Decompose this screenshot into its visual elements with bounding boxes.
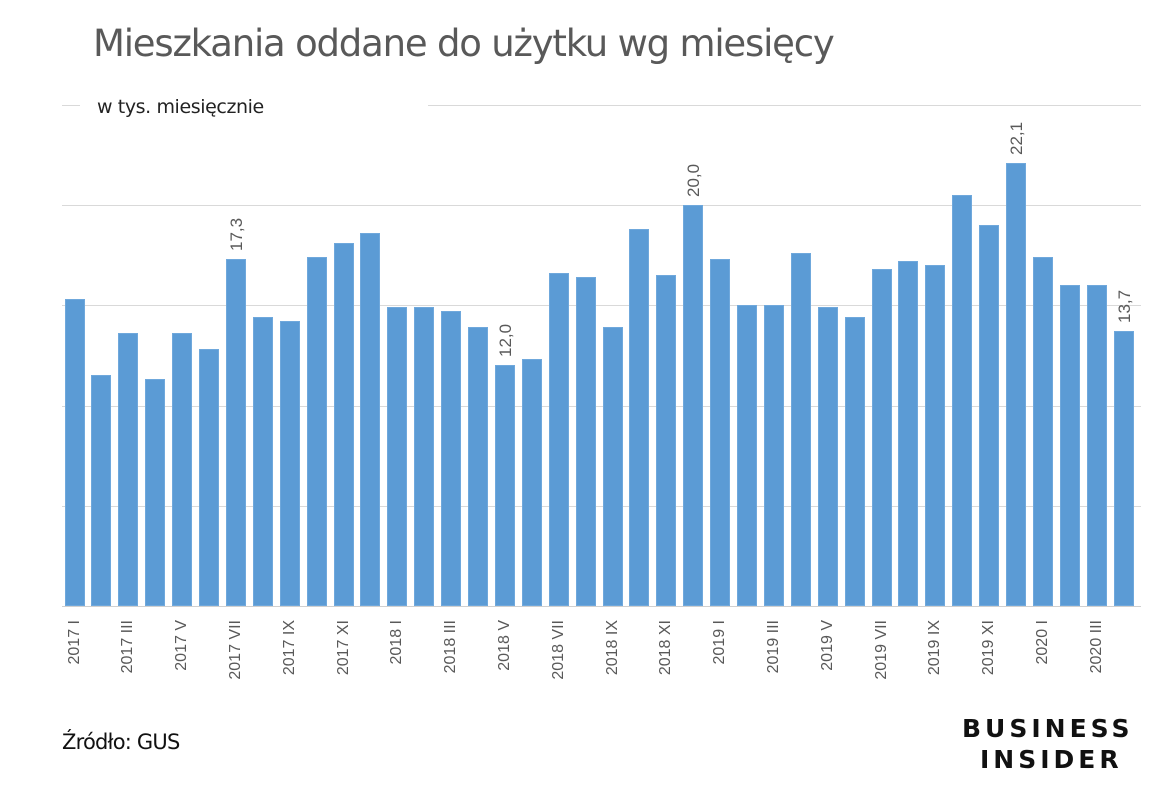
gridline-10 xyxy=(62,406,1141,407)
bar-2018-III xyxy=(441,311,462,606)
bar-2018-VI xyxy=(521,359,542,606)
gridline-5 xyxy=(62,506,1141,507)
bar-2017-IX xyxy=(279,321,300,606)
gridline-20 xyxy=(62,205,1141,206)
x-tick-label: 2018 V xyxy=(495,620,513,671)
bar-2020-III xyxy=(1086,285,1107,606)
x-tick-label: 2019 I xyxy=(711,620,729,665)
bar-2017-XI xyxy=(333,243,354,606)
bar-2018-XII xyxy=(683,205,704,606)
data-label: 22,1 xyxy=(1007,121,1026,155)
chart-plot-area: 2017 I 2017 III 2017 V 17,3 2017 VII 2017 IX 2… xyxy=(62,105,1141,680)
bar-2019-VIII xyxy=(898,261,919,606)
data-label: 13,7 xyxy=(1114,290,1134,324)
bar-2018-VII xyxy=(548,273,569,606)
x-tick-label: 2018 IX xyxy=(603,620,621,676)
bar-2018-II xyxy=(414,307,435,606)
source-note: Źródło: GUS xyxy=(62,730,180,754)
bar-2019-X xyxy=(952,195,973,606)
x-tick-label: 2017 III xyxy=(119,620,137,674)
x-tick-label: 2020 III xyxy=(1087,620,1105,674)
bar-2019-II xyxy=(737,305,757,607)
subtitle-background xyxy=(80,94,428,118)
bar-2018-X xyxy=(629,229,650,606)
bar-2020-I xyxy=(1032,257,1053,606)
x-tick-label: 2018 XI xyxy=(657,620,675,676)
bar-2018-VIII xyxy=(575,277,596,606)
bar-2017-X xyxy=(306,257,327,606)
bar-2019-VI xyxy=(844,317,865,606)
logo-line-2: INSIDER xyxy=(980,745,1123,774)
bar-2017-VI xyxy=(199,349,219,606)
bar-2017-V xyxy=(172,333,193,606)
bar-2017-VIII xyxy=(252,317,273,606)
bar-2019-VII xyxy=(871,269,892,606)
x-tick-label: 2017 I xyxy=(65,620,83,665)
bar-2018-IX xyxy=(602,327,623,606)
x-tick-label: 2019 VII xyxy=(872,620,890,680)
bar-2019-V xyxy=(817,307,838,606)
bar-2019-XI xyxy=(979,225,1000,606)
bar-2019-IX xyxy=(925,265,946,606)
x-tick-label: 2020 I xyxy=(1033,620,1051,665)
chart-subtitle: w tys. miesięcznie xyxy=(97,96,264,118)
bar-2017-II xyxy=(91,375,112,606)
bar-2020-IV xyxy=(1113,331,1134,606)
x-tick-label: 2017 XI xyxy=(334,620,352,676)
data-label: 17,3 xyxy=(226,218,246,252)
x-tick-label: 2018 I xyxy=(388,620,406,665)
business-insider-logo: BUSINESS INSIDER xyxy=(962,713,1152,775)
bar-2019-IV xyxy=(790,253,811,606)
data-label: 20,0 xyxy=(684,163,704,197)
data-label: 12,0 xyxy=(495,324,515,358)
x-tick-label: 2018 III xyxy=(442,620,460,674)
bar-2019-XII xyxy=(1006,162,1026,606)
x-tick-label: 2019 V xyxy=(818,620,836,671)
bar-2020-II xyxy=(1059,285,1080,606)
x-tick-label: 2017 VII xyxy=(226,620,244,680)
bar-2017-IV xyxy=(145,379,166,606)
x-tick-label: 2019 IX xyxy=(926,620,944,676)
bar-2019-III xyxy=(763,305,784,607)
x-axis-line xyxy=(62,606,1141,607)
x-tick-label: 2017 V xyxy=(173,620,191,671)
gridline-15 xyxy=(62,305,1141,306)
x-tick-label: 2017 IX xyxy=(280,620,298,676)
bar-2017-I xyxy=(64,299,85,606)
bar-2019-I xyxy=(710,259,731,606)
bar-2018-V xyxy=(494,365,515,606)
gridline-25 xyxy=(62,105,1141,106)
bar-2017-VII xyxy=(225,259,246,606)
bar-2017-III xyxy=(118,333,139,606)
chart-title: Mieszkania oddane do użytku wg miesięcy xyxy=(93,22,835,65)
bar-2017-XII xyxy=(360,233,381,606)
x-tick-label: 2018 VII xyxy=(549,620,567,680)
x-tick-label: 2019 XI xyxy=(980,620,998,676)
bar-2018-I xyxy=(387,307,408,606)
bar-2018-IV xyxy=(468,327,488,606)
x-tick-label: 2019 III xyxy=(764,620,782,674)
bar-2018-XI xyxy=(656,275,677,606)
logo-line-1: BUSINESS xyxy=(962,714,1134,743)
